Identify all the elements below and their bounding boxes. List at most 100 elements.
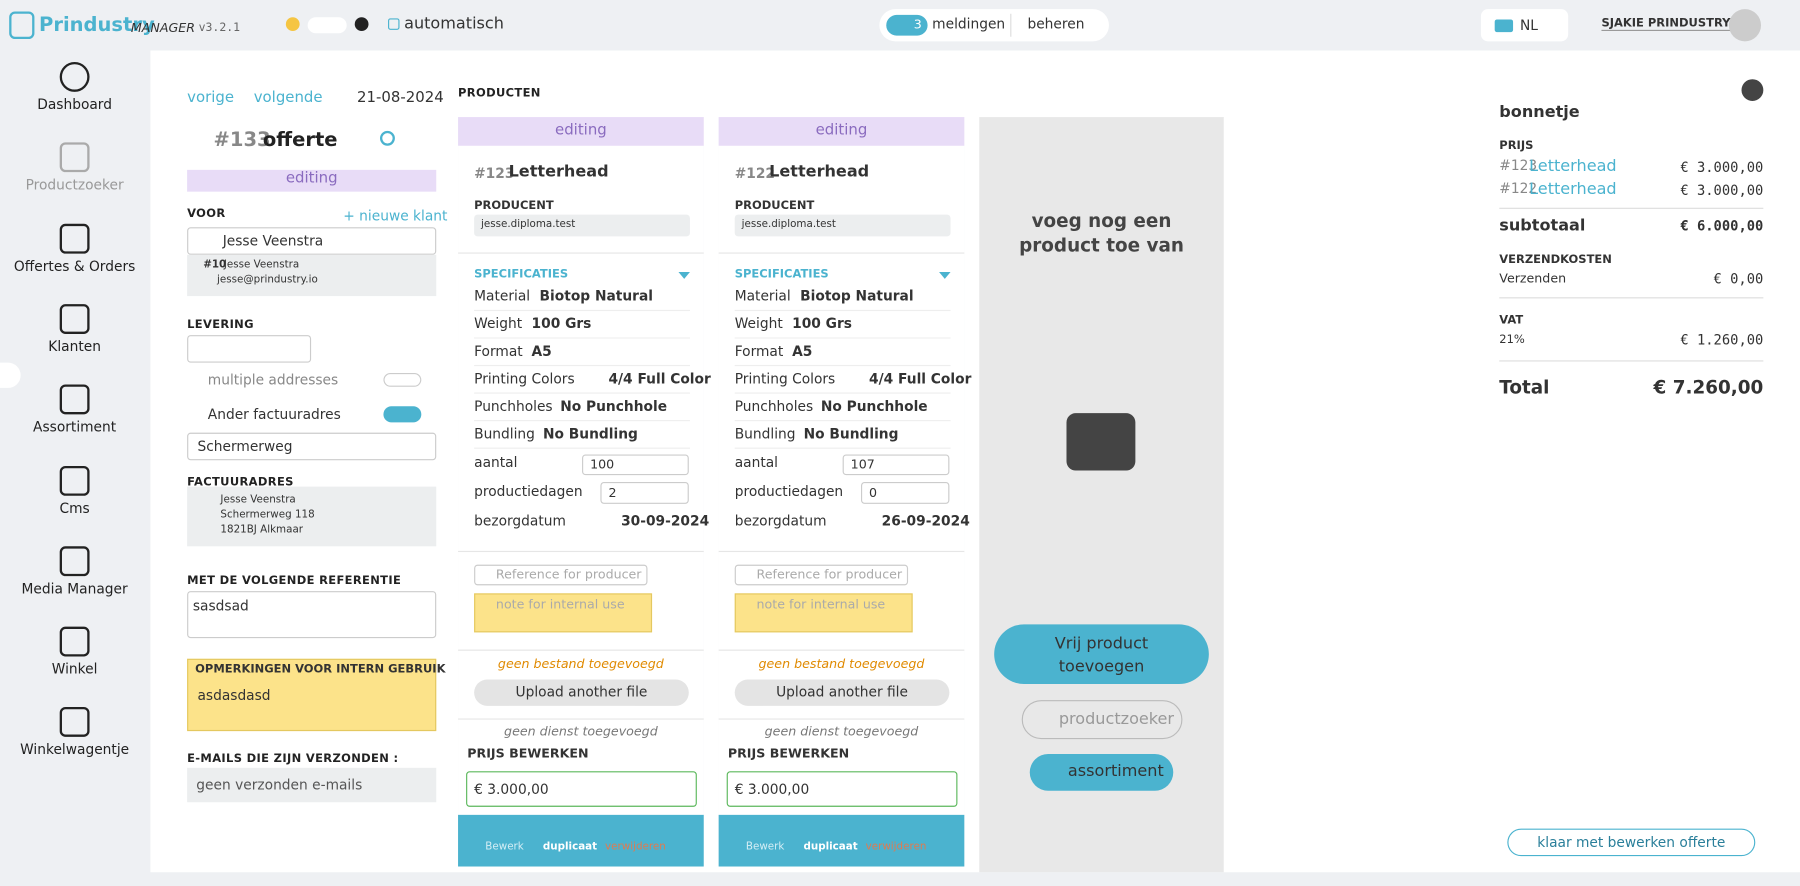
action-bar bbox=[458, 814, 704, 867]
prev-link[interactable]: vorige bbox=[187, 89, 235, 107]
product-number: #122 bbox=[734, 165, 776, 182]
producer-box: jesse.diploma.test bbox=[474, 214, 690, 237]
logo-icon bbox=[9, 11, 35, 40]
nav-icon[interactable] bbox=[59, 384, 90, 415]
new-client-link[interactable]: + nieuwe klant bbox=[343, 207, 448, 224]
client-select[interactable]: Jesse Veenstra bbox=[187, 227, 437, 255]
row-line bbox=[474, 337, 690, 339]
delivery-label: LEVERING bbox=[187, 319, 254, 332]
next-link[interactable]: volgende bbox=[253, 89, 323, 107]
emails-label: E-MAILS DIE ZIJN VERZONDEN : bbox=[187, 752, 399, 766]
divider bbox=[1499, 207, 1764, 209]
nav-label[interactable]: Media Manager bbox=[21, 580, 128, 597]
lang-flag bbox=[1494, 19, 1514, 33]
action-button[interactable]: verwijderen bbox=[605, 841, 666, 853]
producer-label: PRODUCENT bbox=[474, 199, 554, 213]
history-button[interactable] bbox=[379, 130, 395, 146]
note-input[interactable]: note for internal use bbox=[474, 593, 653, 633]
product-card: editing #122 Letterhead PRODUCENT jesse.dipl… bbox=[718, 117, 971, 867]
spec-value: Biotop Natural bbox=[800, 288, 914, 305]
amount-input[interactable]: 100 bbox=[582, 454, 689, 476]
nav-label[interactable]: Cms bbox=[59, 499, 90, 516]
days-input[interactable]: 0 bbox=[861, 482, 950, 504]
nav-icon[interactable] bbox=[59, 465, 90, 496]
notif-label[interactable]: meldingen bbox=[932, 16, 1006, 33]
action-button[interactable]: verwijderen bbox=[865, 841, 927, 853]
price-input[interactable]: € 3.000,00 bbox=[466, 771, 697, 807]
shipping-method: Verzenden bbox=[1499, 270, 1567, 286]
sun-icon bbox=[285, 17, 300, 31]
close-button[interactable] bbox=[1741, 79, 1764, 101]
nav-label[interactable]: Assortiment bbox=[33, 419, 117, 436]
order-date: 21-08-2024 bbox=[357, 89, 444, 107]
product-name: Letterhead bbox=[769, 162, 870, 182]
upload-button[interactable]: Upload another file bbox=[474, 679, 689, 706]
row-line bbox=[474, 447, 690, 449]
auto-checkbox[interactable] bbox=[388, 18, 400, 30]
action-button[interactable]: duplicaat bbox=[803, 841, 858, 853]
row-line bbox=[734, 309, 951, 312]
spec-value: No Punchhole bbox=[820, 398, 928, 415]
nav-label[interactable]: Winkel bbox=[51, 661, 98, 678]
address-select[interactable]: Schermerweg bbox=[187, 432, 437, 461]
spec-label[interactable]: SPECIFICATIES bbox=[474, 268, 569, 282]
reference-input[interactable]: Reference for producer bbox=[474, 564, 648, 586]
divider bbox=[1499, 360, 1764, 362]
nav-label[interactable]: Winkelwagentje bbox=[20, 741, 130, 758]
reference-input[interactable]: sasdsad bbox=[187, 591, 437, 639]
amount-label: aantal bbox=[474, 454, 518, 471]
vat-rate: 21% bbox=[1499, 333, 1525, 347]
done-button[interactable]: klaar met bewerken offerte bbox=[1507, 828, 1756, 857]
nav-label[interactable]: Productzoeker bbox=[25, 177, 124, 194]
line-name[interactable]: Letterhead bbox=[1529, 180, 1617, 199]
delivery-label: bezorgdatum bbox=[474, 513, 566, 530]
reference-input[interactable]: Reference for producer bbox=[734, 564, 909, 586]
days-input[interactable]: 2 bbox=[600, 482, 689, 504]
client-box bbox=[187, 254, 437, 297]
product-number: #123 bbox=[474, 165, 515, 182]
line-name[interactable]: Letterhead bbox=[1529, 157, 1617, 176]
user-name[interactable]: SJAKIE PRINDUSTRY bbox=[1601, 17, 1731, 31]
multiple-toggle[interactable] bbox=[383, 373, 422, 387]
separator bbox=[718, 252, 965, 254]
delivery-select[interactable] bbox=[187, 335, 312, 363]
action-button[interactable]: Bewerk bbox=[485, 841, 524, 853]
manage-menu[interactable]: beheren bbox=[1027, 16, 1085, 33]
other-invoice-toggle[interactable] bbox=[383, 406, 422, 423]
action-button[interactable]: duplicaat bbox=[542, 841, 598, 853]
nav-icon[interactable] bbox=[59, 61, 90, 92]
nav-icon[interactable] bbox=[59, 223, 90, 254]
invoice-line: Schermerweg 118 bbox=[220, 509, 315, 522]
spec-value: 100 Grs bbox=[792, 315, 852, 332]
spec-toggle[interactable] bbox=[939, 272, 951, 279]
nav-icon[interactable] bbox=[59, 304, 90, 334]
action-button[interactable]: Bewerk bbox=[745, 841, 785, 853]
price-input[interactable]: € 3.000,00 bbox=[726, 771, 958, 807]
delivery-date: 30-09-2024 bbox=[621, 513, 710, 530]
nav-label[interactable]: Dashboard bbox=[37, 96, 112, 113]
amount-label: aantal bbox=[734, 454, 779, 471]
nav-icon[interactable] bbox=[59, 626, 90, 657]
vat: € 1.260,00 bbox=[1680, 331, 1764, 348]
internal-input[interactable]: asdasdasd bbox=[197, 687, 271, 704]
spec-key: Bundling bbox=[474, 425, 535, 442]
spec-label[interactable]: SPECIFICATIES bbox=[734, 268, 829, 282]
spec-toggle[interactable] bbox=[678, 272, 690, 279]
nav-icon[interactable] bbox=[59, 142, 90, 173]
nav-icon[interactable] bbox=[59, 707, 90, 738]
nav-icon[interactable] bbox=[59, 546, 90, 576]
assortment-button[interactable]: assortiment bbox=[1029, 754, 1174, 791]
product-finder-button[interactable]: productzoeker bbox=[1021, 700, 1183, 740]
internal-label: OPMERKINGEN VOOR INTERN GEBRUIK bbox=[195, 663, 446, 676]
nav-label[interactable]: Klanten bbox=[48, 338, 101, 355]
nav-label[interactable]: Offertes & Orders bbox=[13, 257, 136, 274]
upload-button[interactable]: Upload another file bbox=[734, 679, 950, 706]
theme-toggle[interactable] bbox=[307, 17, 347, 34]
lang-select[interactable]: NL bbox=[1480, 9, 1569, 42]
client-id: #10 bbox=[203, 259, 227, 271]
free-product-button[interactable]: Vrij product toevoegen bbox=[994, 624, 1209, 685]
collapse-handle[interactable] bbox=[0, 362, 21, 388]
amount-input[interactable]: 107 bbox=[842, 454, 950, 476]
note-input[interactable]: note for internal use bbox=[734, 593, 913, 633]
